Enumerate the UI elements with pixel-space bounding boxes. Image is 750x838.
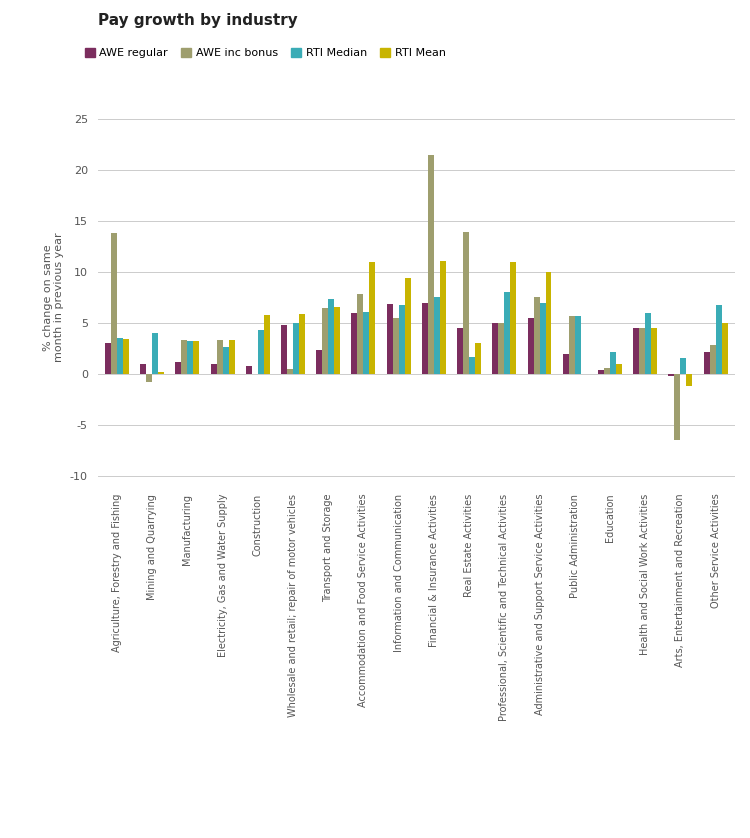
Bar	[316, 350, 322, 374]
Bar	[352, 313, 358, 374]
Bar	[405, 278, 410, 374]
Y-axis label: % change on same
month in previous year: % change on same month in previous year	[43, 233, 64, 362]
Bar	[246, 365, 252, 374]
Bar	[387, 303, 393, 374]
Bar	[123, 339, 129, 374]
Bar	[704, 351, 710, 374]
Bar	[393, 318, 399, 374]
Bar	[299, 313, 305, 374]
Bar	[111, 233, 117, 374]
Bar	[194, 341, 200, 374]
Bar	[457, 328, 463, 374]
Bar	[105, 344, 111, 374]
Bar	[364, 312, 370, 374]
Bar	[539, 303, 545, 374]
Bar	[399, 305, 405, 374]
Bar	[427, 155, 433, 374]
Bar	[229, 340, 235, 374]
Bar	[217, 340, 223, 374]
Bar	[504, 292, 510, 374]
Bar	[422, 303, 427, 374]
Bar	[498, 323, 504, 374]
Bar	[264, 315, 270, 374]
Bar	[568, 316, 574, 374]
Bar	[358, 294, 364, 374]
Bar	[674, 374, 680, 440]
Bar	[710, 345, 716, 374]
Bar	[604, 368, 610, 374]
Text: Pay growth by industry: Pay growth by industry	[98, 13, 297, 28]
Bar	[686, 374, 692, 386]
Bar	[639, 328, 645, 374]
Bar	[645, 313, 651, 374]
Bar	[440, 261, 446, 374]
Bar	[211, 364, 217, 374]
Bar	[722, 323, 728, 374]
Bar	[182, 340, 188, 374]
Bar	[176, 362, 181, 374]
Bar	[463, 232, 469, 374]
Bar	[545, 272, 551, 374]
Bar	[574, 316, 580, 374]
Bar	[469, 357, 475, 374]
Bar	[527, 318, 533, 374]
Bar	[533, 297, 539, 374]
Bar	[281, 325, 287, 374]
Bar	[287, 369, 293, 374]
Bar	[633, 328, 639, 374]
Bar	[475, 344, 481, 374]
Bar	[140, 364, 146, 374]
Bar	[668, 374, 674, 376]
Bar	[334, 307, 340, 374]
Bar	[492, 323, 498, 374]
Bar	[562, 354, 568, 374]
Bar	[433, 297, 439, 374]
Bar	[223, 348, 229, 374]
Bar	[680, 358, 686, 374]
Bar	[117, 339, 123, 374]
Bar	[598, 370, 604, 374]
Legend: AWE regular, AWE inc bonus, RTI Median, RTI Mean: AWE regular, AWE inc bonus, RTI Median, …	[80, 44, 450, 63]
Bar	[158, 372, 164, 374]
Bar	[716, 305, 722, 374]
Bar	[152, 334, 158, 374]
Bar	[610, 351, 616, 374]
Bar	[293, 323, 299, 374]
Bar	[370, 261, 376, 374]
Bar	[510, 261, 516, 374]
Bar	[146, 374, 152, 382]
Bar	[328, 298, 334, 374]
Bar	[258, 330, 264, 374]
Bar	[188, 341, 194, 374]
Bar	[616, 364, 622, 374]
Bar	[651, 328, 657, 374]
Bar	[322, 308, 328, 374]
